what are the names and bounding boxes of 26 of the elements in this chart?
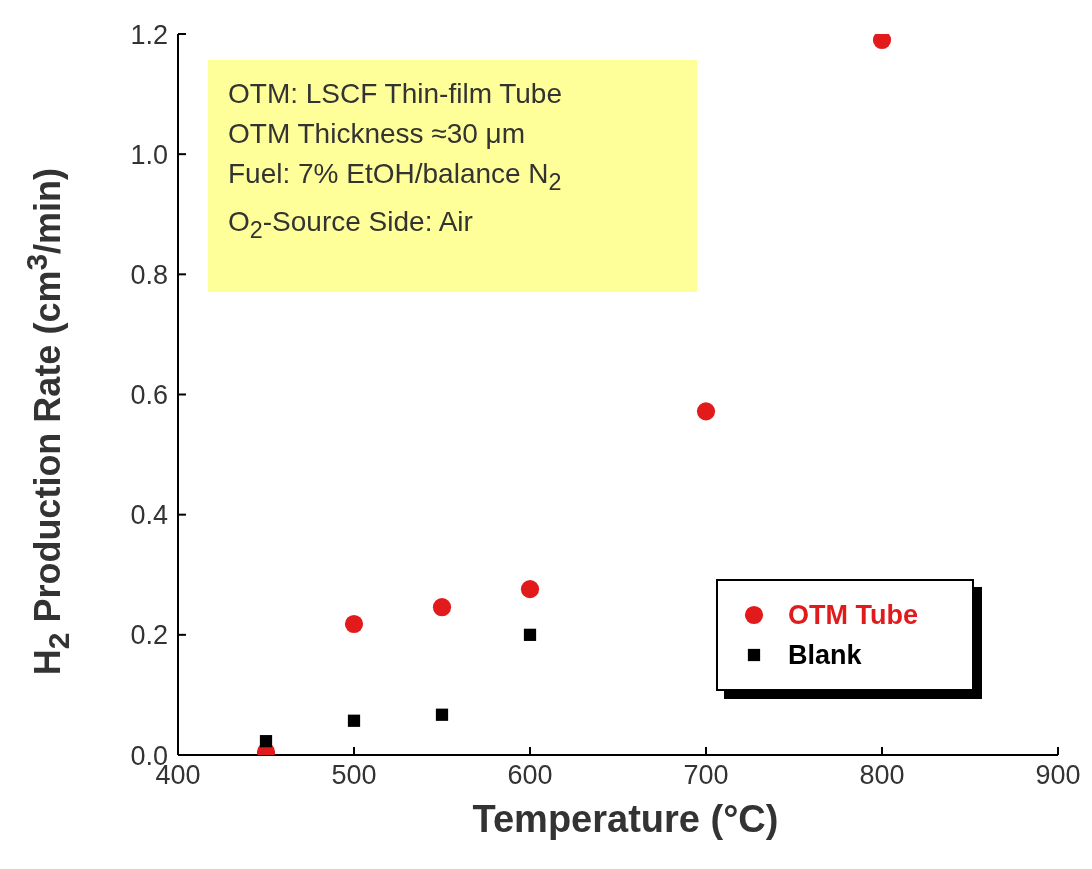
y-tick-label: 0.2	[130, 620, 168, 651]
point	[432, 598, 452, 617]
point	[696, 402, 716, 421]
y-tick-label: 1.2	[130, 19, 168, 50]
x-tick-label: 500	[331, 760, 377, 791]
x-tick-label: 600	[507, 760, 553, 791]
point	[347, 714, 361, 727]
y-tick-label: 1.0	[130, 139, 168, 170]
annotation: Fuel: 7% EtOH/balance N$_{2}$	[228, 157, 563, 197]
point	[259, 735, 273, 748]
x-axis-title: Temperature (°C)	[471, 798, 780, 841]
x-tick-label: 800	[859, 760, 905, 791]
point	[435, 708, 449, 721]
y-tick-label: 0.4	[130, 500, 168, 531]
y-tick-label: 0.8	[130, 259, 168, 290]
legend-label: OTM Tube	[788, 599, 918, 631]
x-tick-label: 700	[683, 760, 729, 791]
annotation: O$_{2}$-Source Side: Air	[228, 204, 474, 245]
point	[523, 628, 537, 641]
legend-label: Blank	[788, 639, 862, 671]
annotation: OTM Thickness ≈30 μm	[228, 117, 527, 151]
point	[344, 614, 364, 634]
annotation: OTM: LSCF Thin-film Tube	[228, 77, 563, 111]
x-tick-label: 900	[1035, 760, 1081, 791]
point	[520, 580, 540, 599]
y-tick-label: 0.6	[130, 380, 168, 411]
